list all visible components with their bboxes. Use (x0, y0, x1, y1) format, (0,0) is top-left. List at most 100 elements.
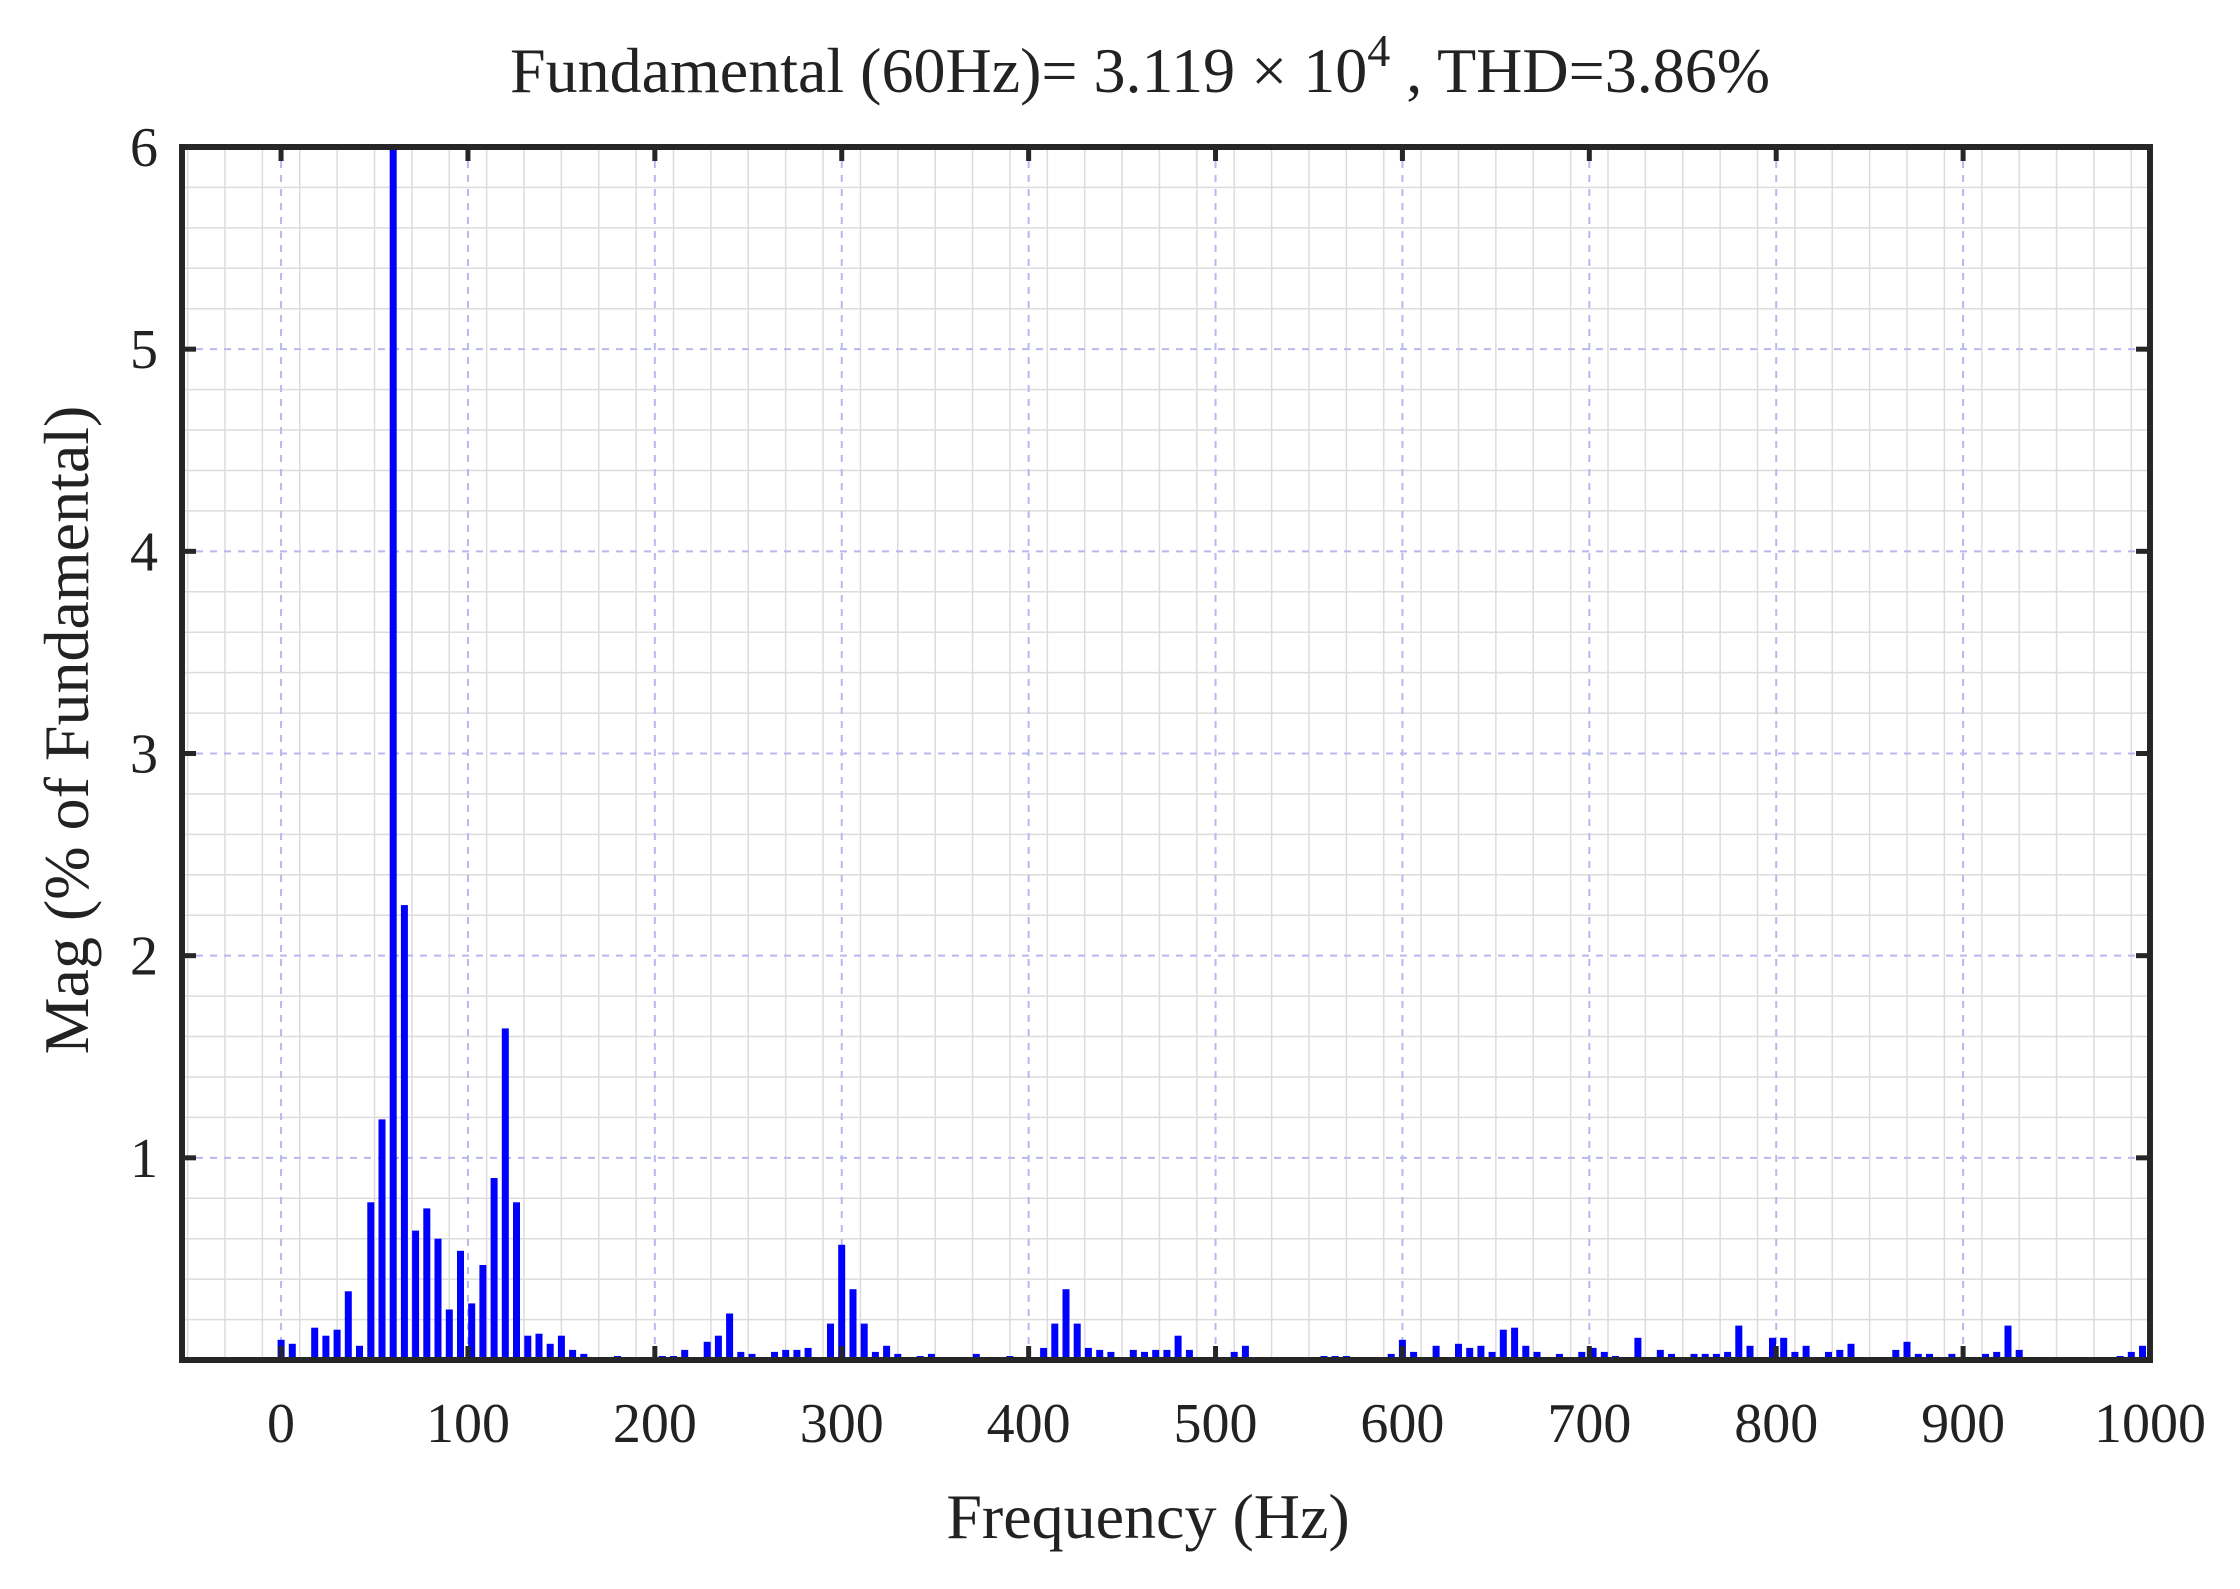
bar (367, 1202, 375, 1360)
bar (1522, 1345, 1530, 1360)
bar (535, 1333, 543, 1360)
x-axis-label: Frequency (Hz) (946, 1481, 1349, 1552)
bar (1600, 1351, 1608, 1360)
bar (1163, 1349, 1171, 1360)
x-tick-label: 700 (1547, 1393, 1631, 1455)
bar (468, 1303, 476, 1360)
x-tick-label: 0 (267, 1393, 295, 1455)
bar (2127, 1351, 2135, 1360)
bar (1802, 1345, 1810, 1360)
y-axis-label: Mag (% of Fundamental) (31, 406, 102, 1055)
y-tick-label: 3 (130, 724, 158, 786)
bar (1982, 1353, 1989, 1360)
bar (860, 1323, 868, 1360)
bar (1712, 1353, 1720, 1360)
x-tick-label: 600 (1360, 1393, 1444, 1455)
y-tick-label: 1 (130, 1128, 158, 1190)
bar (748, 1353, 756, 1360)
bar (681, 1349, 689, 1360)
bar (1073, 1323, 1081, 1360)
bar (1141, 1351, 1148, 1360)
x-tick-labels: 0 100 200 300 400 500 600 700 800 900 1000 (267, 1393, 2206, 1455)
bar (1825, 1351, 1832, 1360)
x-tick-label: 400 (987, 1393, 1071, 1455)
bar (479, 1265, 487, 1360)
x-tick-label: 200 (613, 1393, 697, 1455)
x-tick-label: 800 (1734, 1393, 1818, 1455)
bar (546, 1343, 554, 1360)
bar (726, 1313, 734, 1360)
bar (793, 1349, 801, 1360)
bar (1578, 1351, 1586, 1360)
bar (894, 1353, 902, 1360)
x-tick-label: 100 (426, 1393, 510, 1455)
bar (344, 1291, 352, 1360)
bar (400, 905, 408, 1360)
bar (771, 1351, 778, 1360)
bar (1847, 1343, 1855, 1360)
bar (1129, 1349, 1137, 1360)
bar (1096, 1349, 1104, 1360)
bar (927, 1353, 935, 1360)
bar (1735, 1325, 1743, 1360)
bar (1724, 1351, 1732, 1360)
bar (782, 1349, 790, 1360)
bar (1466, 1347, 1474, 1360)
bar (1746, 1345, 1754, 1360)
bar (1062, 1289, 1070, 1360)
bar (1836, 1349, 1844, 1360)
bar (1634, 1337, 1642, 1360)
bar (827, 1323, 834, 1360)
bar (1084, 1347, 1092, 1360)
chart-title-exponent: 4 (1367, 25, 1390, 76)
bar (445, 1309, 453, 1360)
bar (1690, 1353, 1698, 1360)
bar (288, 1343, 296, 1360)
bar (1051, 1323, 1059, 1360)
bar (524, 1335, 532, 1360)
bar (714, 1335, 722, 1360)
y-tick-label: 6 (130, 117, 158, 179)
bar (1780, 1337, 1788, 1360)
bar (1701, 1353, 1709, 1360)
bar (1185, 1349, 1193, 1360)
bar (1241, 1345, 1249, 1360)
bar (1993, 1351, 2001, 1360)
bar (389, 147, 397, 1360)
bar (2004, 1325, 2012, 1360)
bar (1769, 1337, 1776, 1360)
bar (703, 1341, 711, 1360)
bar (1589, 1347, 1597, 1360)
bar (1656, 1349, 1664, 1360)
bar (871, 1351, 879, 1360)
bar (1533, 1351, 1541, 1360)
x-tick-label: 900 (1921, 1393, 2005, 1455)
bar (1387, 1353, 1395, 1360)
bar (1511, 1327, 1519, 1360)
bar (883, 1345, 891, 1360)
bar (1152, 1349, 1160, 1360)
x-tick-label: 300 (800, 1393, 884, 1455)
bar (1903, 1341, 1911, 1360)
bar (490, 1178, 498, 1360)
bar (1791, 1351, 1799, 1360)
y-tick-labels: 1 2 3 4 5 6 (130, 117, 158, 1190)
bar (1914, 1353, 1922, 1360)
bar (804, 1347, 812, 1360)
bar (2015, 1349, 2023, 1360)
bar (1488, 1351, 1496, 1360)
bar (2139, 1345, 2146, 1360)
bar (838, 1244, 846, 1360)
bar (1410, 1351, 1418, 1360)
bar (737, 1351, 745, 1360)
bar (1230, 1351, 1238, 1360)
x-tick-label: 500 (1174, 1393, 1258, 1455)
bar (557, 1335, 565, 1360)
bar (1555, 1353, 1563, 1360)
bar (434, 1238, 442, 1360)
bar (423, 1208, 431, 1360)
bar (1040, 1347, 1048, 1360)
bar (1948, 1353, 1956, 1360)
y-tick-label: 2 (130, 926, 158, 988)
